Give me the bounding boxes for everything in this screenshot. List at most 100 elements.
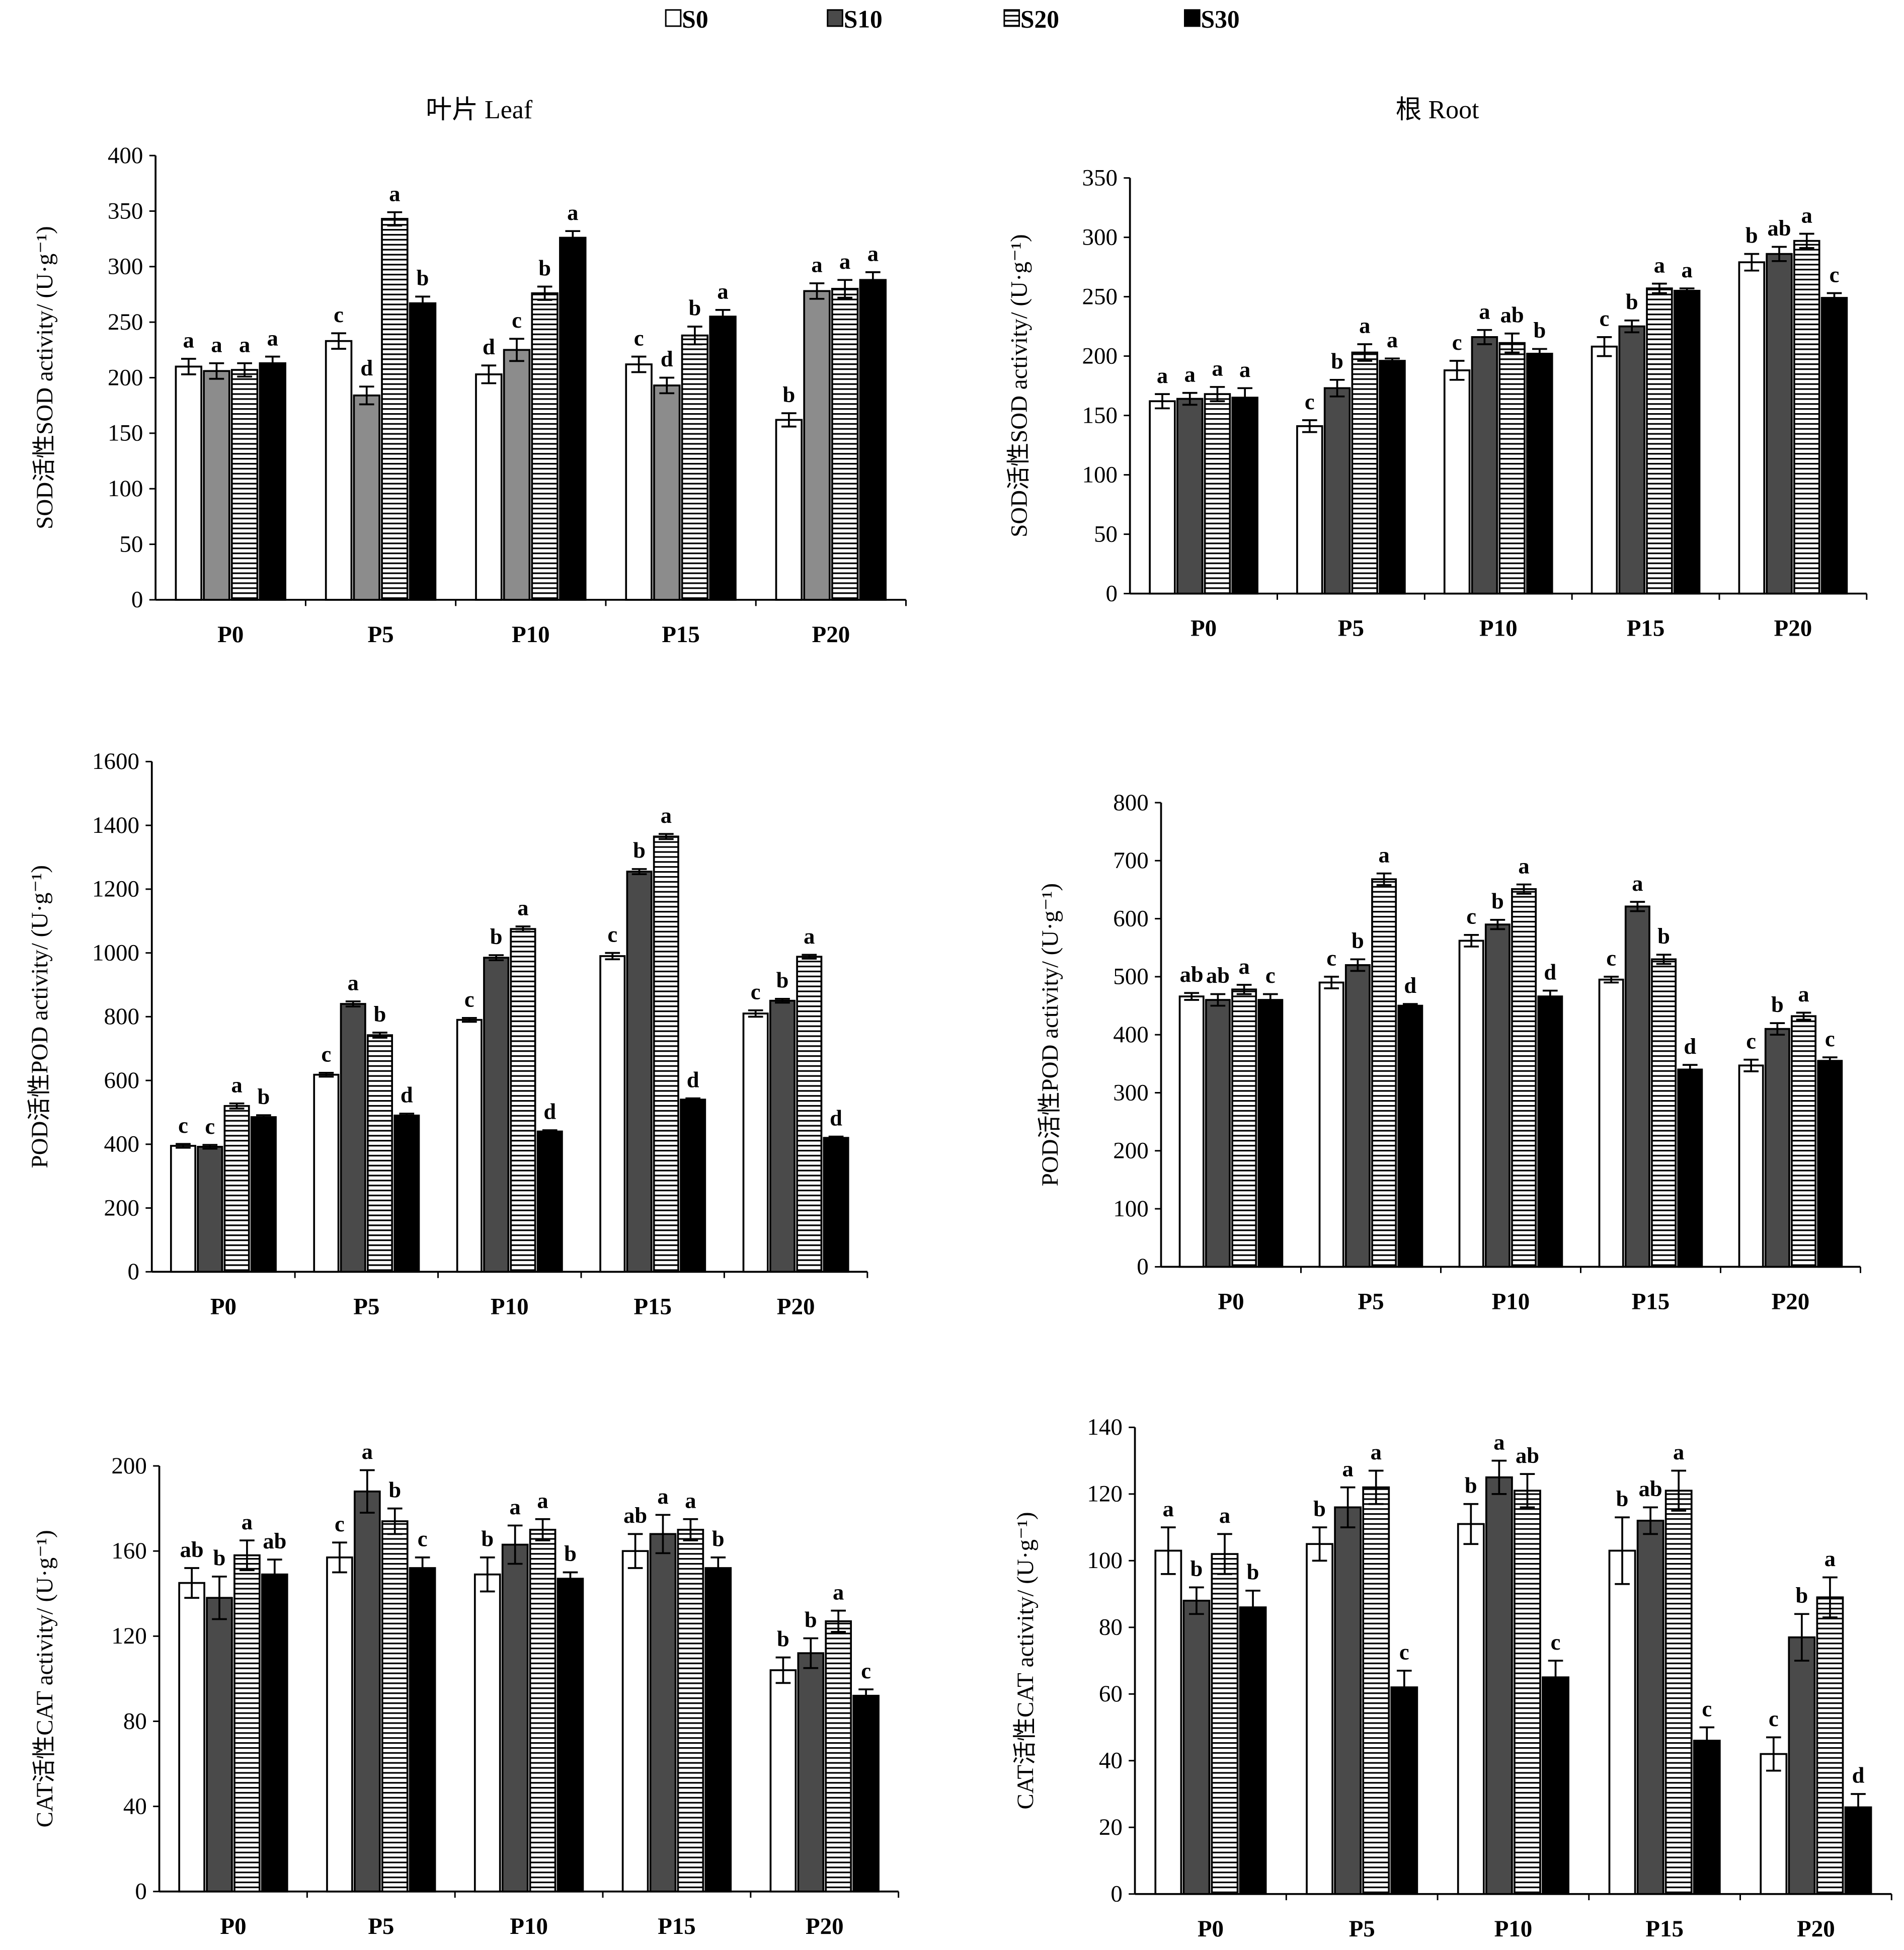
bar-s0-p20 xyxy=(1760,1753,1788,1895)
y-tick-label: 400 xyxy=(108,142,143,169)
significance-letter: c xyxy=(1830,262,1840,287)
significance-letter: b xyxy=(1657,923,1670,949)
significance-letter: a xyxy=(1682,257,1693,282)
bar-s0-p5 xyxy=(326,1556,353,1893)
significance-letter: d xyxy=(401,1082,413,1108)
y-axis-label: SOD活性SOD activity/ (U·g⁻¹) xyxy=(32,226,58,529)
significance-letter: c xyxy=(1702,1696,1712,1721)
bar-s30-p15 xyxy=(1677,1068,1703,1268)
significance-letter: c xyxy=(1452,330,1462,355)
significance-letter: a xyxy=(661,803,672,828)
significance-letter: c xyxy=(1265,963,1276,988)
significance-letter: c xyxy=(1746,1029,1756,1054)
bar-s0-p5 xyxy=(1306,1543,1333,1895)
y-tick-label: 800 xyxy=(1113,790,1148,816)
significance-letter: b xyxy=(374,1001,386,1027)
bar-s10-p15 xyxy=(1636,1520,1664,1895)
bar-s0-p20 xyxy=(769,1669,797,1893)
significance-letter: b xyxy=(689,295,701,321)
bar-s0-p10 xyxy=(1443,369,1471,595)
x-tick-label: P20 xyxy=(1797,1916,1835,1942)
y-tick-label: 250 xyxy=(108,309,143,335)
bar-s20-p15 xyxy=(1646,287,1673,595)
bar-s10-p0 xyxy=(203,370,230,601)
chart-title: 根 Root xyxy=(1396,96,1479,124)
significance-letter: b xyxy=(490,924,503,949)
legend-swatch xyxy=(827,9,843,27)
bar-s10-p5 xyxy=(1323,387,1351,595)
significance-letter: a xyxy=(231,1072,242,1097)
legend-item-s20: S20 xyxy=(1003,5,1059,33)
bar-s10-p20 xyxy=(1764,1028,1790,1268)
bar-s20-p15 xyxy=(1664,1490,1693,1895)
bar-s30-p20 xyxy=(852,1694,880,1893)
significance-letter: b xyxy=(258,1084,270,1109)
significance-letter: c xyxy=(334,302,344,327)
significance-letter: d xyxy=(543,1099,556,1124)
significance-letter: b xyxy=(1191,1556,1203,1581)
bar-s20-p5 xyxy=(381,1520,409,1893)
significance-letter: b xyxy=(1533,318,1546,343)
bar-s20-p15 xyxy=(653,835,679,1273)
significance-letter: d xyxy=(661,346,673,371)
significance-letter: ab xyxy=(623,1503,647,1528)
bar-s20-p20 xyxy=(796,956,823,1273)
bar-s10-p0 xyxy=(1205,999,1231,1268)
y-tick-label: 500 xyxy=(1113,964,1148,990)
significance-letter: a xyxy=(267,325,278,350)
significance-letter: d xyxy=(483,334,495,359)
significance-letter: b xyxy=(1616,1486,1629,1511)
bar-s0-p20 xyxy=(742,1012,769,1273)
x-tick-label: P5 xyxy=(1349,1916,1375,1942)
x-tick-label: P10 xyxy=(491,1293,529,1319)
significance-letter: a xyxy=(1157,363,1168,388)
significance-letter: c xyxy=(1606,946,1616,971)
bar-s20-p20 xyxy=(825,1620,852,1893)
bar-s20-p10 xyxy=(1514,1490,1541,1895)
y-tick-label: 150 xyxy=(108,420,143,446)
significance-letter: c xyxy=(1551,1629,1561,1655)
significance-letter: ab xyxy=(1206,963,1230,988)
significance-letter: a xyxy=(183,328,194,353)
y-tick-label: 300 xyxy=(1113,1079,1148,1106)
y-tick-label: 100 xyxy=(1087,1547,1122,1574)
x-tick-label: P0 xyxy=(210,1293,236,1319)
significance-letter: b xyxy=(1795,1583,1808,1608)
legend: S0 S10 S20 S30 xyxy=(665,5,1240,33)
bar-s10-p20 xyxy=(769,999,796,1273)
bar-s30-p10 xyxy=(1526,353,1553,595)
y-tick-label: 0 xyxy=(131,587,143,613)
x-tick-label: P15 xyxy=(1645,1916,1684,1942)
significance-letter: a xyxy=(804,923,815,949)
significance-letter: c xyxy=(1600,306,1610,331)
significance-letter: a xyxy=(1673,1439,1684,1464)
significance-letter: b xyxy=(1491,889,1504,914)
bar-s30-p10 xyxy=(559,237,587,601)
significance-letter: ab xyxy=(1516,1443,1539,1468)
y-tick-label: 0 xyxy=(1105,580,1117,606)
x-tick-label: P0 xyxy=(1198,1916,1224,1942)
y-tick-label: 800 xyxy=(104,1003,139,1030)
bar-s0-p10 xyxy=(1457,1523,1485,1895)
significance-letter: a xyxy=(242,1509,253,1534)
bar-s20-p20 xyxy=(1791,1015,1817,1268)
x-tick-label: P10 xyxy=(510,1913,548,1939)
significance-letter: c xyxy=(178,1113,188,1138)
significance-letter: a xyxy=(717,279,728,304)
bar-s0-p10 xyxy=(475,373,503,601)
bar-s10-p20 xyxy=(797,1652,825,1893)
x-tick-label: P15 xyxy=(1627,615,1665,642)
chart-panel-6: CAT活性CAT activity/ (U·g⁻¹) 0 20 40 60 80 100 12… xyxy=(1012,1414,1892,1942)
y-tick-label: 300 xyxy=(1082,224,1117,250)
x-tick-label: P10 xyxy=(1479,615,1518,642)
bar-s0-p15 xyxy=(1608,1549,1636,1895)
chart-title: 叶片 Leaf xyxy=(426,96,533,124)
bar-s30-p5 xyxy=(1390,1686,1418,1895)
bar-s30-p5 xyxy=(393,1114,420,1273)
bar-s10-p15 xyxy=(1618,325,1645,595)
legend-label: S10 xyxy=(844,5,883,33)
y-tick-label: 1600 xyxy=(92,748,139,774)
significance-letter: d xyxy=(1852,1763,1865,1788)
significance-letter: b xyxy=(1331,349,1343,374)
significance-letter: a xyxy=(1239,357,1250,382)
